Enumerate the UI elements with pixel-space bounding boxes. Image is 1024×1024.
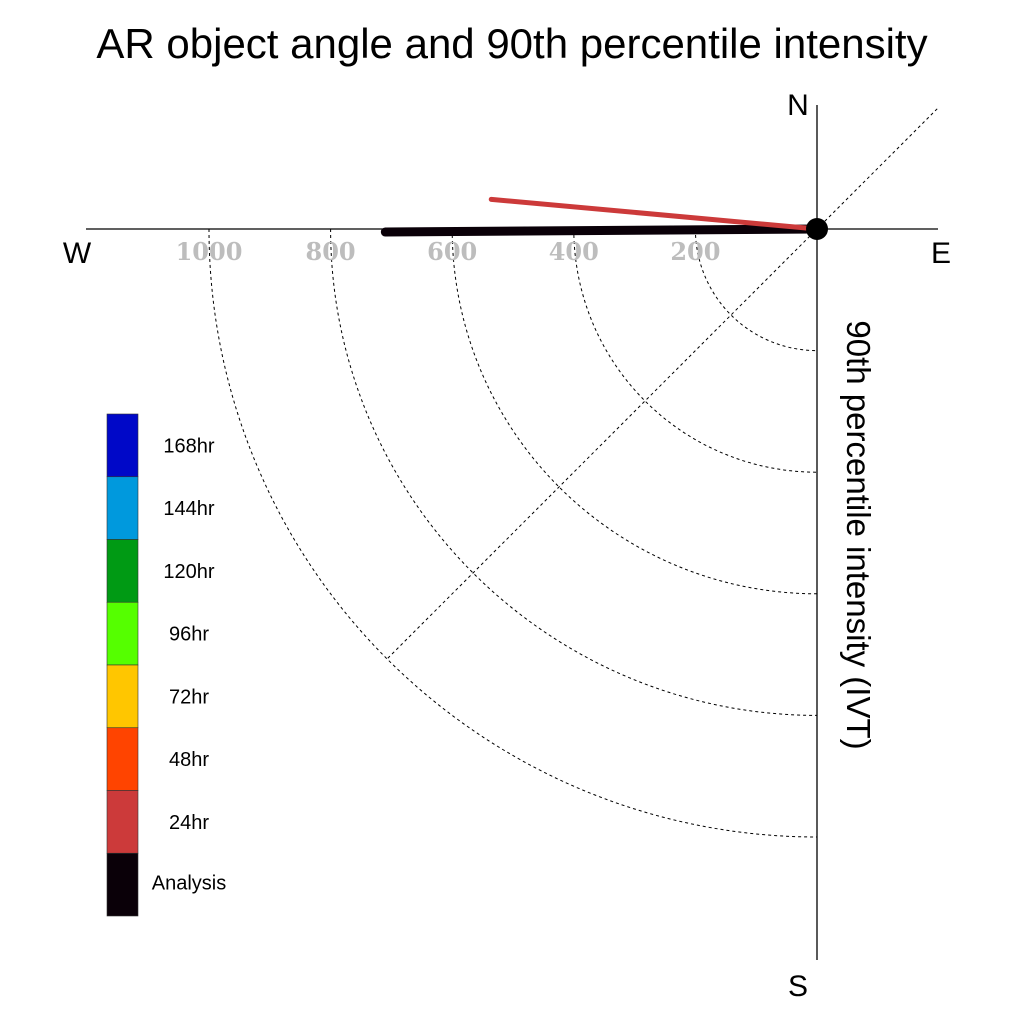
legend-label-48hr: 48hr [169,749,209,771]
legend-label-analysis: Analysis [152,873,226,895]
legend-swatch-analysis [106,852,139,917]
compass-west: W [63,237,92,270]
compass-east: E [931,237,951,270]
compass-south: S [788,970,808,1003]
compass-north: N [787,89,809,122]
ring-label-800: 800 [306,237,356,266]
legend-swatch-72hr [106,664,139,729]
legend-label-96hr: 96hr [169,624,209,646]
legend-label-24hr: 24hr [169,812,209,834]
chart-title: AR object angle and 90th percentile inte… [96,20,927,67]
grid-ring-1000 [208,228,818,838]
ring-label-1000: 1000 [176,237,243,266]
legend-swatch-96hr [106,601,139,666]
vector-analysis [380,224,822,237]
ring-label-400: 400 [549,237,599,266]
legend-label-120hr: 120hr [163,561,214,583]
grid-ring-800 [330,228,818,716]
legend-swatch-24hr [106,790,139,854]
legend-swatch-168hr [106,413,139,478]
vectors [380,196,828,240]
legend-label-144hr: 144hr [163,498,214,520]
origin-dot [806,218,828,240]
grid-diagonal [386,108,938,660]
ring-labels: 200 400 600 800 1000 [176,237,721,266]
legend: 168hr 144hr 120hr 96hr 72hr 48hr 24hr Analysis [106,413,226,917]
ring-label-200: 200 [670,237,720,266]
grid [208,108,938,838]
grid-ring-600 [451,228,818,595]
radial-axis-title: 90th percentile intensity (IVT) [840,320,877,749]
grid-ring-400 [573,228,818,473]
grid-ring-200 [694,228,818,352]
vector-24hr [488,196,820,232]
ring-label-600: 600 [427,237,477,266]
legend-swatch-120hr [106,539,139,603]
legend-label-72hr: 72hr [169,686,209,708]
legend-swatch-48hr [106,727,139,791]
legend-swatch-144hr [106,476,139,540]
legend-label-168hr: 168hr [163,435,214,457]
